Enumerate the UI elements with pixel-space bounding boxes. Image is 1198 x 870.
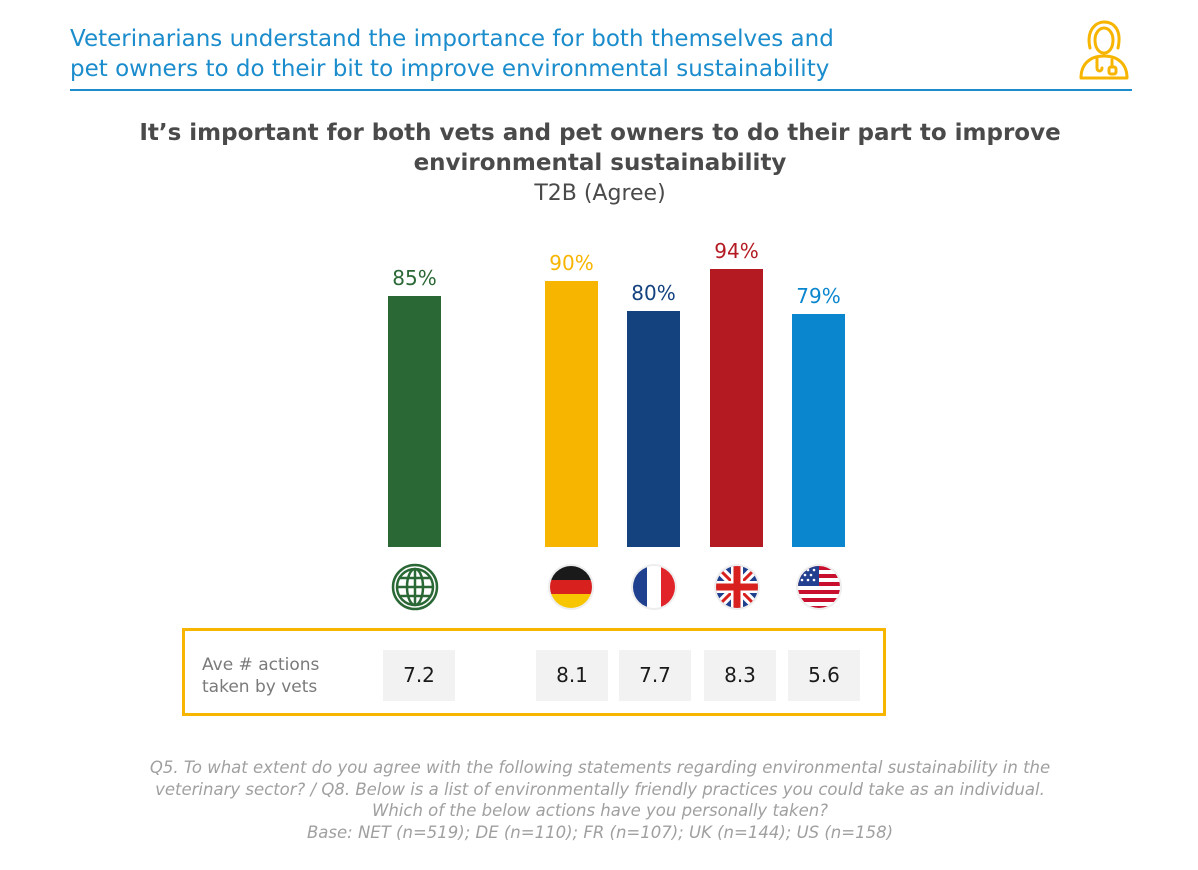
chart-title-line-1: It’s important for both vets and pet own… [139,120,1061,146]
bar-value-label-fr: 80% [631,280,676,305]
actions-value-de: 8.1 [536,650,608,701]
globe-icon [391,563,439,611]
footnote: Q5. To what extent do you agree with the… [60,757,1140,843]
bar-uk [710,269,763,547]
footnote-line-4: Base: NET (n=519); DE (n=110); FR (n=107… [306,822,894,842]
germany-flag-icon [548,564,594,610]
actions-label-line-1: Ave # actions [202,655,320,675]
bar-value-label-net: 85% [392,265,437,290]
actions-value-fr: 7.7 [619,650,691,701]
uk-flag-icon [714,564,760,610]
header-divider [70,89,1132,91]
bar-fr [627,310,680,547]
page-title-line-2: pet owners to do their bit to improve en… [70,56,830,82]
veterinarian-icon [1079,20,1129,80]
bar-us [792,313,845,547]
actions-label-line-2: taken by vets [202,677,318,697]
france-flag-icon [631,564,677,610]
chart-title-line-2: environmental sustainability [413,150,787,176]
footnote-line-1: Q5. To what extent do you agree with the… [149,758,1051,777]
bar-value-label-uk: 94% [714,239,759,264]
footnote-line-3: Which of the below actions have you pers… [372,801,828,820]
footnote-line-2: veterinary sector? / Q8. Below is a list… [155,779,1045,799]
bar-de [545,281,598,547]
bar-net [388,295,441,547]
chart-title: It’s important for both vets and pet own… [100,118,1100,178]
bar-chart: 85% 90% 80% 94% 79% [388,239,845,547]
bar-value-label-de: 90% [549,251,594,276]
actions-table [182,628,886,716]
actions-row-label: Ave # actions taken by vets [202,654,372,698]
actions-value-us: 5.6 [788,650,860,701]
page-title: Veterinarians understand the importance … [70,24,1030,84]
bar-value-label-us: 79% [796,283,841,308]
usa-flag-icon [796,564,842,610]
chart-subtitle: T2B (Agree) [534,181,666,206]
actions-value-net: 7.2 [383,650,455,701]
page-title-line-1: Veterinarians understand the importance … [70,26,834,52]
actions-value-uk: 8.3 [704,650,776,701]
